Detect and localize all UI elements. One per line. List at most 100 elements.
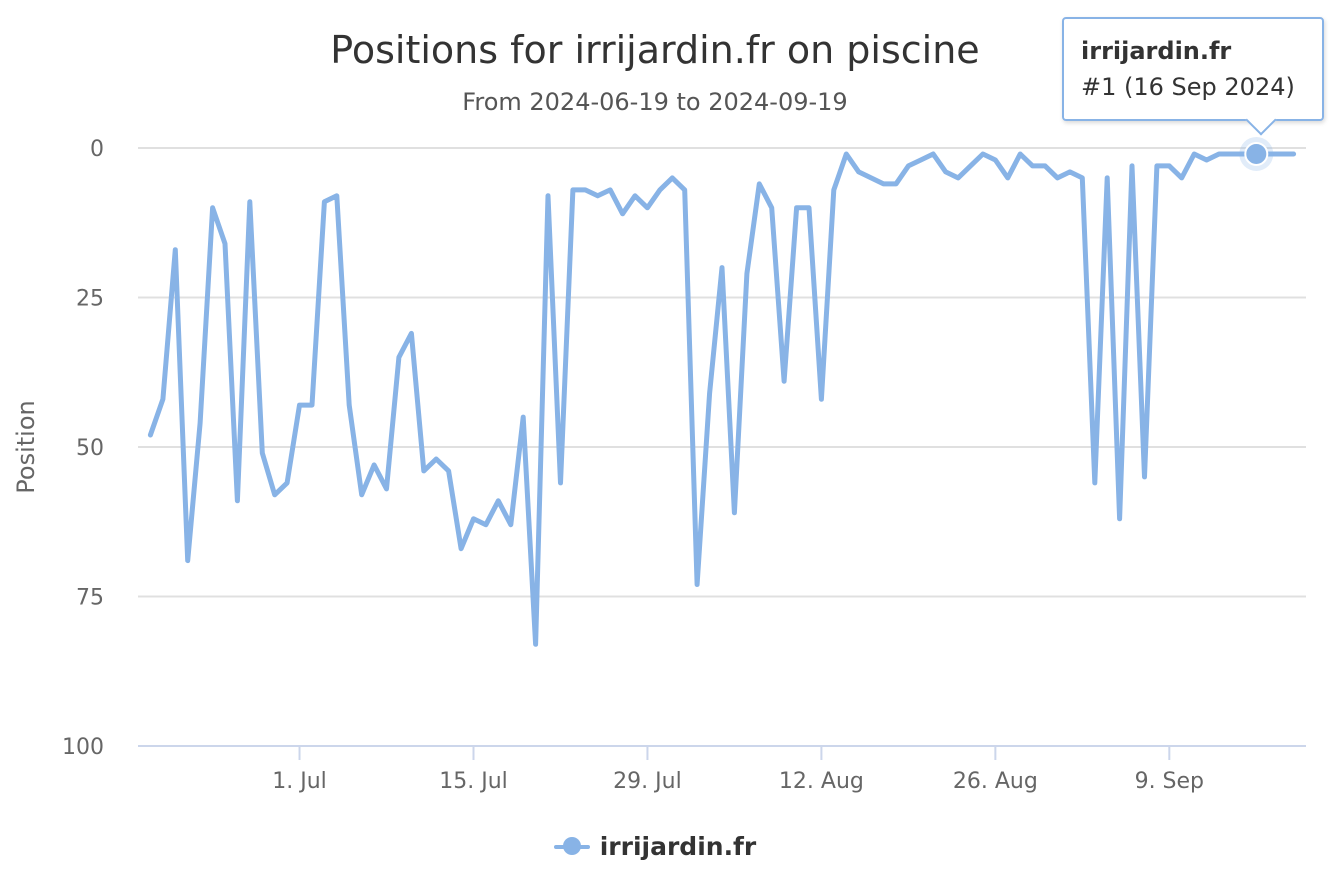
data-point[interactable] bbox=[743, 270, 751, 278]
data-point[interactable] bbox=[904, 162, 912, 170]
data-point[interactable] bbox=[345, 401, 353, 409]
data-point[interactable] bbox=[1141, 473, 1149, 481]
data-point[interactable] bbox=[482, 521, 490, 529]
data-point[interactable] bbox=[358, 491, 366, 499]
y-tick-label: 0 bbox=[90, 137, 104, 162]
data-point[interactable] bbox=[681, 186, 689, 194]
tooltip: irrijardin.fr #1 (16 Sep 2024) bbox=[1062, 17, 1324, 136]
data-point[interactable] bbox=[171, 246, 179, 254]
data-point[interactable] bbox=[196, 419, 204, 427]
data-point[interactable] bbox=[470, 515, 478, 523]
data-point[interactable] bbox=[457, 545, 465, 553]
data-point[interactable] bbox=[209, 204, 217, 212]
data-point[interactable] bbox=[979, 150, 987, 158]
data-point[interactable] bbox=[308, 401, 316, 409]
data-point[interactable] bbox=[1029, 162, 1037, 170]
data-point[interactable] bbox=[594, 192, 602, 200]
data-point[interactable] bbox=[184, 557, 192, 565]
data-point[interactable] bbox=[768, 204, 776, 212]
data-point[interactable] bbox=[333, 192, 341, 200]
data-point[interactable] bbox=[395, 353, 403, 361]
data-point[interactable] bbox=[532, 640, 540, 648]
data-point[interactable] bbox=[1091, 479, 1099, 487]
data-point[interactable] bbox=[445, 467, 453, 475]
data-point[interactable] bbox=[370, 461, 378, 469]
data-point[interactable] bbox=[619, 210, 627, 218]
data-point[interactable] bbox=[631, 192, 639, 200]
data-point[interactable] bbox=[296, 401, 304, 409]
data-point[interactable] bbox=[892, 180, 900, 188]
data-point[interactable] bbox=[1290, 150, 1298, 158]
y-tick-label: 50 bbox=[76, 436, 104, 461]
data-point[interactable] bbox=[569, 186, 577, 194]
data-point[interactable] bbox=[867, 174, 875, 182]
data-point[interactable] bbox=[1128, 162, 1136, 170]
data-point[interactable] bbox=[718, 264, 726, 272]
data-point[interactable] bbox=[1190, 150, 1198, 158]
data-point[interactable] bbox=[954, 174, 962, 182]
data-point[interactable] bbox=[817, 395, 825, 403]
data-point[interactable] bbox=[755, 180, 763, 188]
data-point[interactable] bbox=[1054, 174, 1062, 182]
data-point[interactable] bbox=[383, 485, 391, 493]
data-point[interactable] bbox=[855, 168, 863, 176]
data-point[interactable] bbox=[420, 467, 428, 475]
data-point[interactable] bbox=[221, 240, 229, 248]
data-point[interactable] bbox=[507, 521, 515, 529]
data-point[interactable] bbox=[494, 497, 502, 505]
y-tick-label: 25 bbox=[76, 287, 104, 312]
data-point[interactable] bbox=[544, 192, 552, 200]
data-point[interactable] bbox=[842, 150, 850, 158]
data-point[interactable] bbox=[519, 413, 527, 421]
data-point[interactable] bbox=[581, 186, 589, 194]
data-point[interactable] bbox=[606, 186, 614, 194]
data-point[interactable] bbox=[159, 395, 167, 403]
data-point[interactable] bbox=[991, 156, 999, 164]
data-point[interactable] bbox=[643, 204, 651, 212]
data-point[interactable] bbox=[668, 174, 676, 182]
data-point[interactable] bbox=[1203, 156, 1211, 164]
data-point[interactable] bbox=[320, 198, 328, 206]
data-point[interactable] bbox=[1004, 174, 1012, 182]
data-point[interactable] bbox=[793, 204, 801, 212]
x-tick-label: 12. Aug bbox=[779, 769, 864, 794]
data-point[interactable] bbox=[258, 449, 266, 457]
data-point[interactable] bbox=[1178, 174, 1186, 182]
data-point[interactable] bbox=[271, 491, 279, 499]
data-point[interactable] bbox=[146, 431, 154, 439]
x-tick-label: 29. Jul bbox=[613, 769, 682, 794]
data-point[interactable] bbox=[917, 156, 925, 164]
data-point[interactable] bbox=[880, 180, 888, 188]
data-point[interactable] bbox=[233, 497, 241, 505]
data-point[interactable] bbox=[780, 377, 788, 385]
data-point[interactable] bbox=[246, 198, 254, 206]
data-point[interactable] bbox=[407, 329, 415, 337]
data-point[interactable] bbox=[942, 168, 950, 176]
data-point[interactable] bbox=[805, 204, 813, 212]
data-point[interactable] bbox=[730, 509, 738, 517]
hover-marker[interactable] bbox=[1244, 141, 1269, 166]
data-point[interactable] bbox=[1215, 150, 1223, 158]
data-point[interactable] bbox=[1016, 150, 1024, 158]
data-point[interactable] bbox=[283, 479, 291, 487]
data-point[interactable] bbox=[1078, 174, 1086, 182]
data-point[interactable] bbox=[557, 479, 565, 487]
data-point[interactable] bbox=[656, 186, 664, 194]
data-point[interactable] bbox=[432, 455, 440, 463]
y-tick-label: 75 bbox=[76, 586, 104, 611]
legend-item[interactable]: irrijardin.fr bbox=[553, 832, 756, 861]
data-point[interactable] bbox=[830, 186, 838, 194]
data-point[interactable] bbox=[1153, 162, 1161, 170]
data-point[interactable] bbox=[1165, 162, 1173, 170]
data-point[interactable] bbox=[693, 581, 701, 589]
data-point[interactable] bbox=[967, 162, 975, 170]
data-point[interactable] bbox=[706, 389, 714, 397]
data-point[interactable] bbox=[1066, 168, 1074, 176]
data-point[interactable] bbox=[1227, 150, 1235, 158]
data-point[interactable] bbox=[1277, 150, 1285, 158]
data-point[interactable] bbox=[929, 150, 937, 158]
data-point[interactable] bbox=[1103, 174, 1111, 182]
data-point[interactable] bbox=[1041, 162, 1049, 170]
data-point[interactable] bbox=[1116, 515, 1124, 523]
